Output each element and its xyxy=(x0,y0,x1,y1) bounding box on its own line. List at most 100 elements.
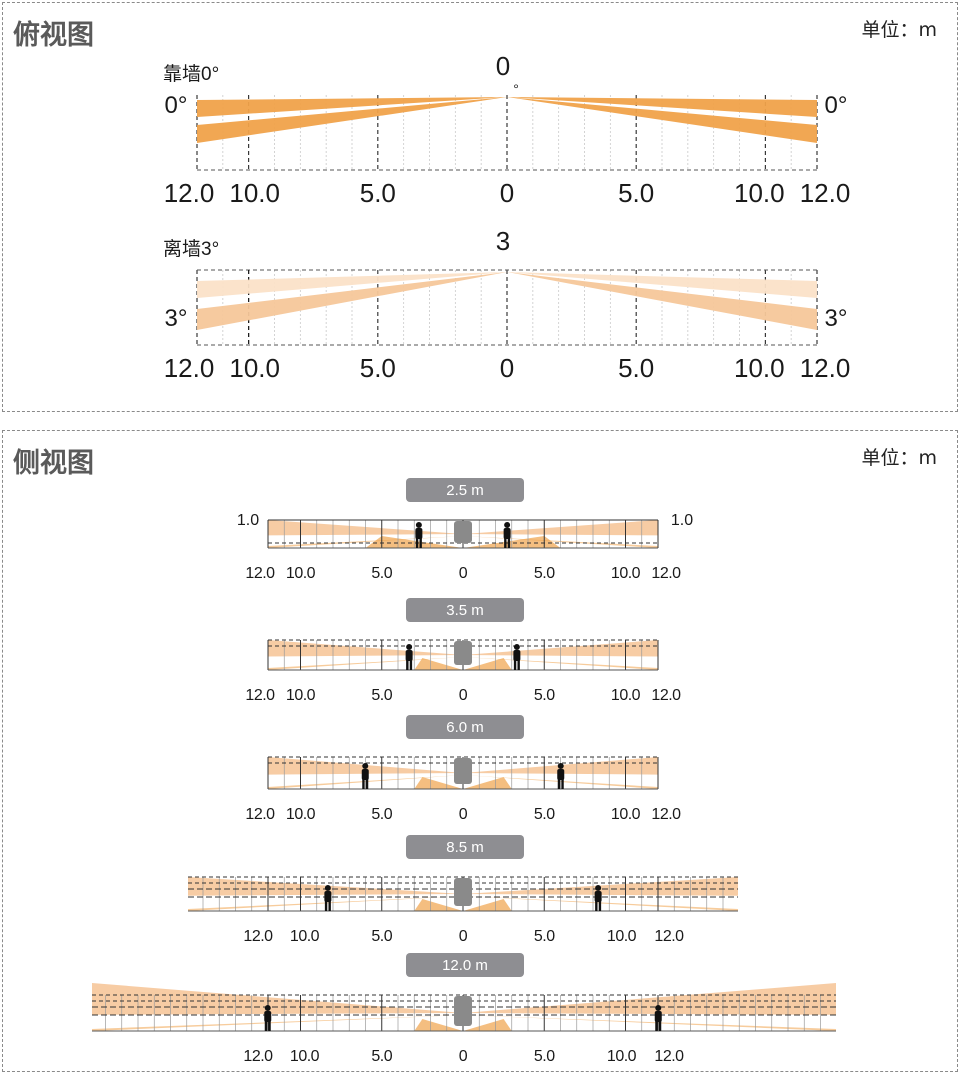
distance-tick-label: 12.0 xyxy=(800,178,851,208)
person-head xyxy=(324,885,331,891)
person-icon xyxy=(557,763,565,789)
mounting-height-label: 2.5 m xyxy=(446,482,484,499)
person-torso xyxy=(324,891,332,902)
mounting-height-label: 3.5 m xyxy=(446,602,484,619)
person-leg xyxy=(507,538,511,548)
mounting-height-label: 8.5 m xyxy=(446,839,484,856)
side-distance-tick: 0 xyxy=(459,928,468,945)
person-icon xyxy=(654,1005,662,1031)
side-distance-tick: 10.0 xyxy=(286,565,316,582)
person-head xyxy=(595,885,602,891)
side-view-unit: 单位：m xyxy=(861,447,937,469)
side-distance-tick: 12.0 xyxy=(243,928,273,945)
distance-tick-label: 0 xyxy=(500,178,514,208)
person-leg xyxy=(264,1021,268,1031)
beam-upper xyxy=(507,97,817,117)
distance-tick-label: 5.0 xyxy=(360,178,396,208)
distance-tick-label: 10.0 xyxy=(734,353,785,383)
person-leg xyxy=(268,1021,271,1031)
beam-lower xyxy=(197,272,507,330)
person-head xyxy=(264,1005,271,1011)
mounting-height-badge xyxy=(406,478,524,502)
side-distance-tick: 12.0 xyxy=(651,687,681,704)
person-torso xyxy=(415,528,423,539)
side-distance-tick: 10.0 xyxy=(611,806,641,823)
person-icon xyxy=(594,885,602,911)
person-icon xyxy=(503,522,511,548)
beam-upper xyxy=(197,272,507,298)
side-beam-upper xyxy=(463,983,836,1015)
person-leg xyxy=(328,901,331,911)
distance-tick-label: 12.0 xyxy=(800,353,851,383)
side-distance-tick: 10.0 xyxy=(607,928,637,945)
mounting-height-label: 6.0 m xyxy=(446,719,484,736)
side-distance-tick: 5.0 xyxy=(534,687,555,704)
person-leg xyxy=(658,1021,662,1031)
side-distance-tick: 12.0 xyxy=(245,687,275,704)
side-beam-lower xyxy=(92,1015,463,1031)
side-beam-near xyxy=(414,777,463,789)
person-torso xyxy=(264,1011,272,1022)
left-angle-label: 0° xyxy=(165,92,188,119)
beam-lower xyxy=(507,97,817,143)
person-head xyxy=(513,644,520,650)
side-distance-tick: 10.0 xyxy=(611,687,641,704)
side-beam-near xyxy=(414,899,463,911)
sensor-body xyxy=(454,996,472,1026)
side-beam-near xyxy=(463,1019,512,1031)
person-torso xyxy=(557,769,565,780)
person-torso xyxy=(361,769,369,780)
person-icon xyxy=(361,763,369,789)
person-leg xyxy=(598,901,602,911)
person-leg xyxy=(655,1021,658,1031)
side-distance-tick: 0 xyxy=(459,565,468,582)
side-distance-tick: 5.0 xyxy=(534,806,555,823)
person-icon xyxy=(415,522,423,548)
person-head xyxy=(504,522,511,528)
center-angle-label: 0 xyxy=(496,51,510,81)
wall-mode-label: 离墙3° xyxy=(163,238,219,260)
side-distance-tick: 5.0 xyxy=(371,928,392,945)
person-head xyxy=(557,763,564,769)
side-distance-tick: 10.0 xyxy=(290,928,320,945)
side-distance-tick: 5.0 xyxy=(534,928,555,945)
person-icon xyxy=(324,885,332,911)
person-leg xyxy=(561,779,564,789)
side-distance-tick: 12.0 xyxy=(654,1048,684,1065)
person-leg xyxy=(365,779,369,789)
side-distance-tick: 0 xyxy=(459,687,468,704)
center-degree-symbol: ° xyxy=(513,81,519,97)
side-distance-tick: 10.0 xyxy=(290,1048,320,1065)
person-torso xyxy=(513,650,521,661)
side-distance-tick: 12.0 xyxy=(651,565,681,582)
side-distance-tick: 12.0 xyxy=(654,928,684,945)
person-head xyxy=(655,1005,662,1011)
distance-tick-label: 5.0 xyxy=(618,353,654,383)
right-angle-label: 3° xyxy=(825,305,848,332)
side-distance-tick: 12.0 xyxy=(245,806,275,823)
mounting-height-badge xyxy=(406,598,524,622)
person-head xyxy=(406,644,413,650)
side-distance-tick: 0 xyxy=(459,806,468,823)
side-distance-tick: 5.0 xyxy=(371,1048,392,1065)
side-beam-near xyxy=(463,658,512,670)
side-distance-tick: 12.0 xyxy=(243,1048,273,1065)
side-distance-tick: 0 xyxy=(459,1048,468,1065)
person-head xyxy=(415,522,422,528)
person-leg xyxy=(595,901,598,911)
person-torso xyxy=(405,650,413,661)
person-icon xyxy=(264,1005,272,1031)
sensor-body xyxy=(454,641,472,665)
person-leg xyxy=(324,901,328,911)
mounting-height-badge xyxy=(406,953,524,977)
side-beam-lower xyxy=(463,1015,836,1031)
person-leg xyxy=(513,660,517,670)
person-leg xyxy=(415,538,419,548)
distance-tick-label: 5.0 xyxy=(618,178,654,208)
distance-tick-label: 10.0 xyxy=(229,353,280,383)
left-angle-label: 3° xyxy=(165,305,188,332)
person-leg xyxy=(406,660,409,670)
side-beam-upper xyxy=(92,983,463,1015)
side-beam-near xyxy=(463,777,512,789)
